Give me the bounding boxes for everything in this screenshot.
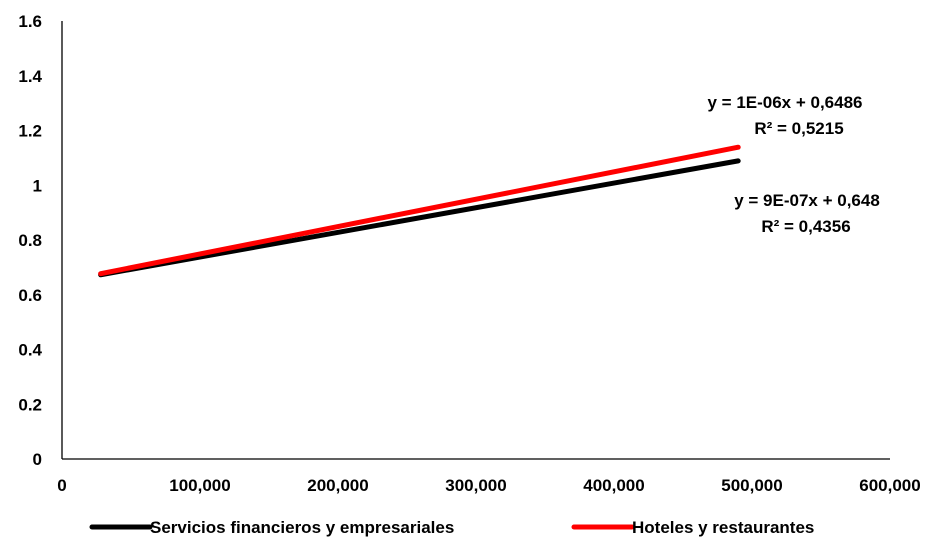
legend: Servicios financieros y empresariales Ho… bbox=[89, 518, 814, 537]
x-tick-label: 100,000 bbox=[169, 476, 230, 495]
legend-label-servicios: Servicios financieros y empresariales bbox=[150, 518, 454, 537]
hoteles-r2-label: R² = 0,5215 bbox=[754, 119, 843, 138]
legend-label-hoteles: Hoteles y restaurantes bbox=[632, 518, 814, 537]
x-tick-label: 600,000 bbox=[859, 476, 920, 495]
servicios-equation-label: y = 9E-07x + 0,648 bbox=[734, 191, 880, 210]
y-tick-label: 1.2 bbox=[18, 122, 42, 141]
y-tick-label: 1.4 bbox=[18, 67, 42, 86]
hoteles-equation-label: y = 1E-06x + 0,6486 bbox=[707, 93, 862, 112]
tick-labels: 0 0.2 0.4 0.6 0.8 1 1.2 1.4 1.6 0 100,000 200,000 30… bbox=[18, 12, 920, 495]
y-tick-label: 0.8 bbox=[18, 231, 42, 250]
y-tick-label: 0 bbox=[33, 450, 42, 469]
x-tick-label: 300,000 bbox=[445, 476, 506, 495]
y-tick-label: 1 bbox=[33, 176, 42, 195]
series-lines bbox=[98, 144, 741, 278]
y-tick-label: 1.6 bbox=[18, 12, 42, 31]
servicios-r2-label: R² = 0,4356 bbox=[761, 217, 850, 236]
series-line-servicios bbox=[98, 158, 741, 278]
y-tick-label: 0.6 bbox=[18, 286, 42, 305]
y-tick-label: 0.2 bbox=[18, 395, 42, 414]
y-tick-label: 0.4 bbox=[18, 341, 42, 360]
x-tick-label: 200,000 bbox=[307, 476, 368, 495]
x-tick-label: 0 bbox=[57, 476, 66, 495]
axes bbox=[61, 21, 890, 460]
x-tick-label: 400,000 bbox=[583, 476, 644, 495]
series-line-hoteles bbox=[98, 144, 741, 277]
x-tick-label: 500,000 bbox=[721, 476, 782, 495]
